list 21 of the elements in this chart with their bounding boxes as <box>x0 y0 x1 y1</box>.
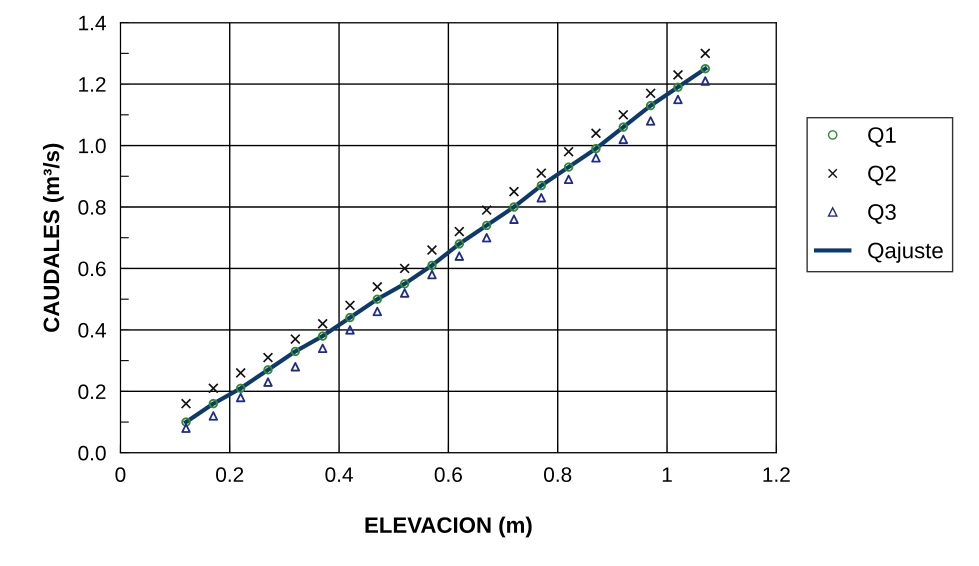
y-axis-title: CAUDALES (m³/s) <box>42 144 64 332</box>
legend-label: Q1 <box>868 127 896 147</box>
legend-label: Q2 <box>868 166 896 186</box>
y-tick-label: 0.6 <box>78 261 106 276</box>
x-tick-label: 0.8 <box>544 467 572 482</box>
y-tick-label: 0.4 <box>78 322 106 338</box>
y-tick-label: 1.0 <box>79 138 106 154</box>
x-tick-label: 0 <box>115 467 126 482</box>
legend-label: Q3 <box>868 204 896 224</box>
x-tick-label: 1.2 <box>763 467 790 482</box>
x-tick-label: 0.2 <box>216 467 244 482</box>
y-tick-label: 0.2 <box>78 384 106 400</box>
x-axis-title: ELEVACION (m) <box>366 516 532 538</box>
y-tick-label: 1.2 <box>79 77 106 92</box>
y-tick-label: 0.8 <box>78 200 106 215</box>
x-tick-label: 1 <box>662 467 672 482</box>
x-tick-label: 0.6 <box>434 467 462 482</box>
y-tick-label: 1.4 <box>79 16 106 30</box>
y-tick-label: 0.0 <box>78 446 106 461</box>
legend-label: Qajuste <box>868 242 943 263</box>
x-tick-label: 0.4 <box>325 467 353 482</box>
